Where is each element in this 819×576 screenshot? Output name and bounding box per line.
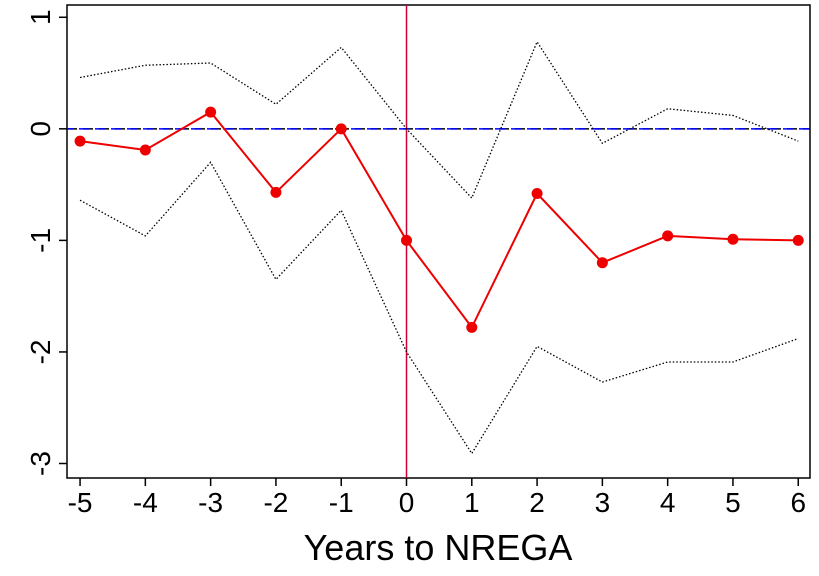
point [596,257,608,269]
point [792,234,804,246]
x-tick-label: -3 [198,487,223,518]
estimate-line [79,110,799,330]
x-tick-label: -4 [133,487,158,518]
x-tick-label: 5 [725,487,741,518]
point [139,144,151,156]
point [466,321,478,333]
point [401,234,413,246]
y-tick-label: 0 [25,121,56,137]
x-tick-label: -5 [68,487,93,518]
x-tick-label: 3 [595,487,611,518]
y-tick-label: 1 [25,9,56,25]
y-tick-label: -2 [25,339,56,364]
point [205,106,217,118]
x-tick-label: 1 [464,487,480,518]
y-tick-label: -1 [25,228,56,253]
y-tick-label: -3 [25,451,56,476]
confidence-line [79,40,799,200]
point [727,233,739,245]
x-tick-label: 2 [529,487,545,518]
x-axis-label: Years to NREGA [304,527,573,568]
x-tick-label: -1 [329,487,354,518]
x-tick-label: 0 [399,487,415,518]
x-tick-label: 6 [790,487,806,518]
point [531,188,543,200]
point [335,123,347,135]
point [270,186,282,198]
x-tick-label: -2 [263,487,288,518]
x-tick-label: 4 [660,487,676,518]
plot-frame [66,4,811,479]
confidence-line [79,161,799,455]
point [662,230,674,242]
point [74,135,86,147]
